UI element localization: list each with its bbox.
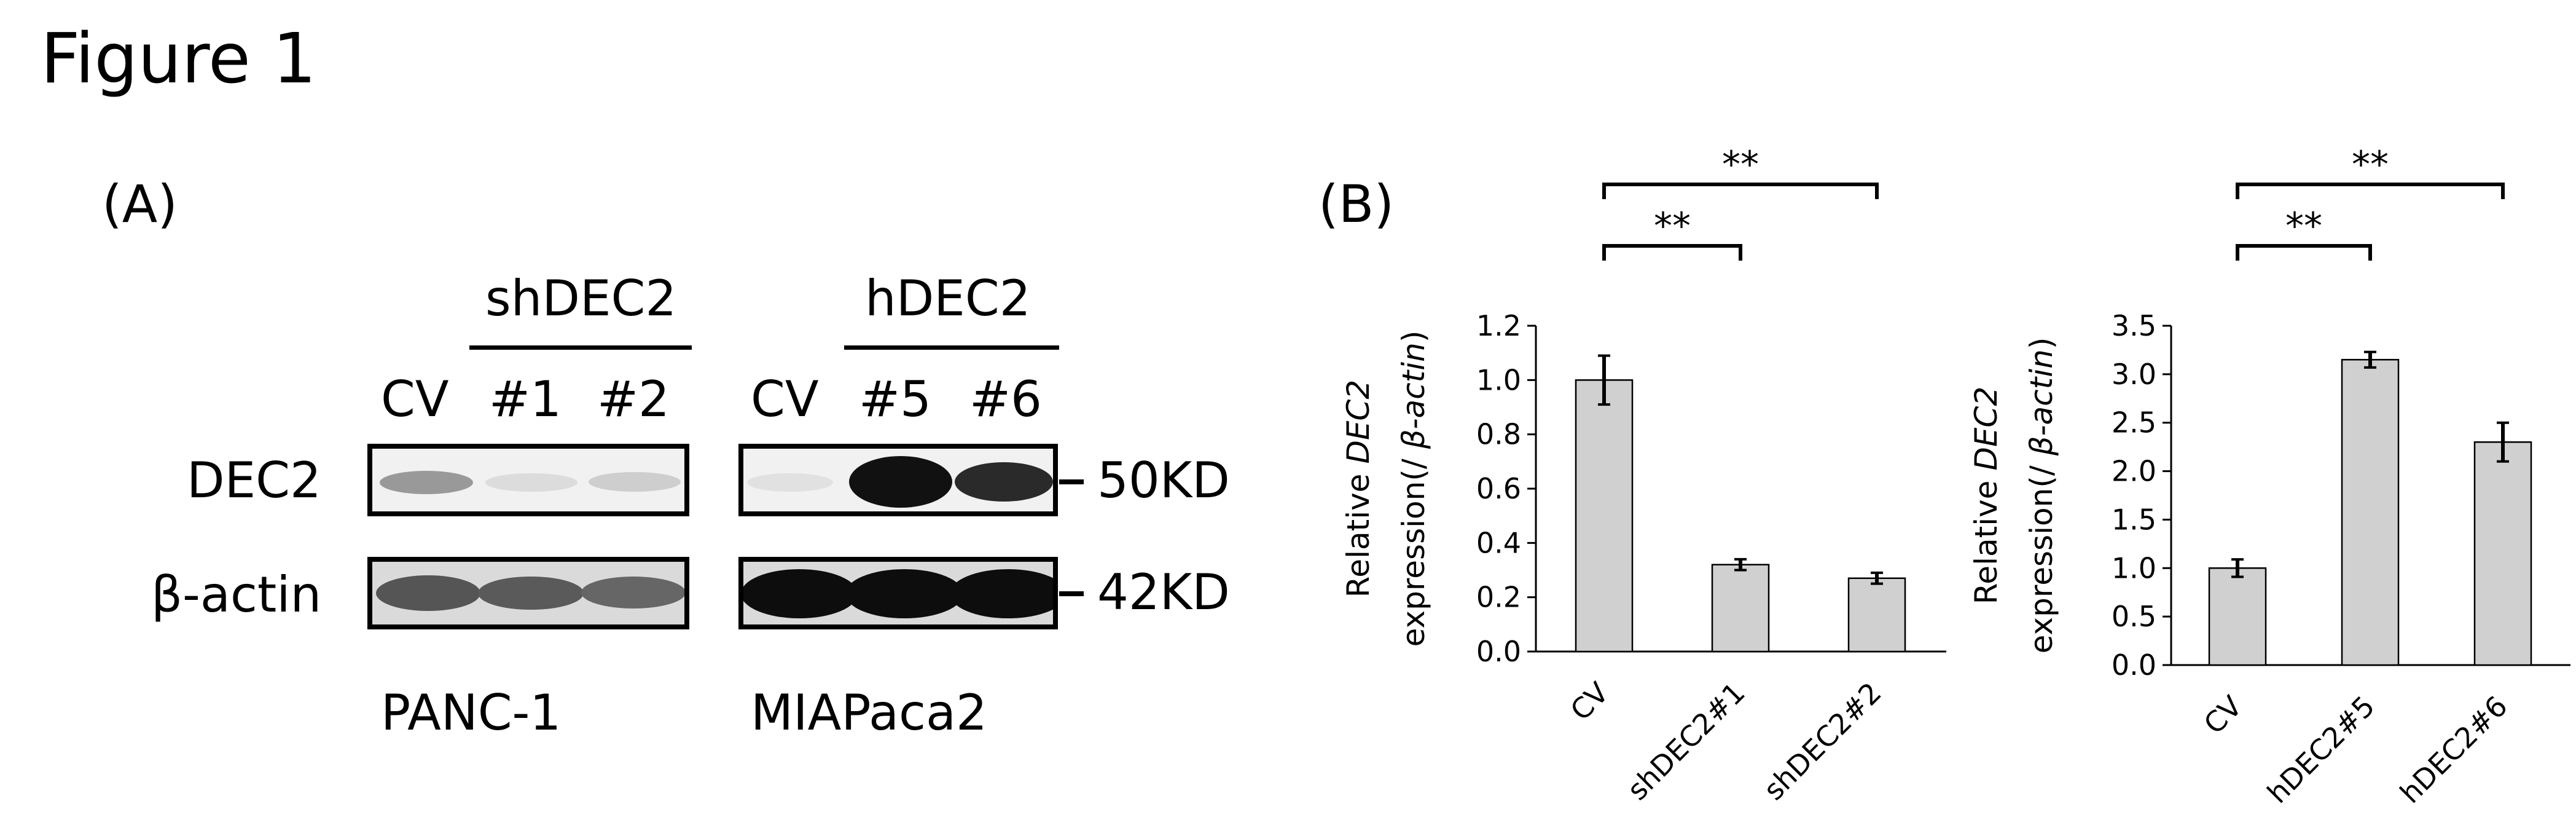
blot-band (380, 471, 473, 494)
blot-band (845, 569, 963, 618)
y-tick-label: 0.5 (2112, 600, 2156, 633)
y-axis-label-line2: expression(/ β-actin) (1396, 331, 1431, 647)
blot-band (581, 577, 684, 608)
blot-actin-miapaca2 (738, 557, 1058, 629)
treatment-label-right: hDEC2 (865, 270, 1031, 327)
significance-label: ** (1654, 205, 1691, 248)
blot-dec2-miapaca2 (738, 444, 1058, 516)
y-tick-label: 0.0 (1476, 635, 1521, 668)
blot-band (955, 462, 1053, 502)
marker-dash (1059, 479, 1084, 484)
y-tick-label: 2.5 (2112, 406, 2156, 439)
x-tick-label: shDEC2#1 (1621, 676, 1752, 807)
bar (1575, 379, 1634, 653)
y-tick-label: 3.5 (2112, 309, 2156, 342)
panel-b-label: (B) (1318, 174, 1395, 234)
x-tick-label: shDEC2#2 (1757, 676, 1888, 807)
bar (2341, 358, 2400, 666)
blot-actin-panc1 (367, 557, 689, 629)
lane-label: #1 (489, 371, 562, 428)
blot-band (950, 569, 1053, 618)
marker-50kd: 50KD (1097, 452, 1230, 509)
blot-dec2-panc1 (367, 444, 689, 516)
significance-bracket (1602, 183, 1879, 199)
blot-band (478, 577, 584, 610)
y-tick-label: 1.0 (1476, 363, 1521, 396)
y-tick-label: 0.4 (1476, 526, 1521, 559)
lane-label: #6 (969, 371, 1042, 428)
bar (1847, 577, 1906, 653)
y-tick-label: 0.6 (1476, 472, 1521, 505)
y-tick-label: 1.2 (1476, 309, 1521, 342)
lane-label: #5 (859, 371, 931, 428)
row-label-beta-actin: β-actin (151, 566, 322, 623)
row-label-dec2: DEC2 (187, 452, 321, 509)
lane-label: CV (381, 371, 449, 428)
treatment-label-left: shDEC2 (485, 270, 677, 327)
bar (1711, 564, 1770, 653)
marker-42kd: 42KD (1097, 564, 1230, 621)
cell-line-miapaca2: MIAPaca2 (751, 684, 987, 741)
lane-label: #2 (597, 371, 670, 428)
treatment-line-right (844, 345, 1059, 350)
y-tick-label: 2.0 (2112, 455, 2156, 488)
blot-band (747, 473, 833, 492)
y-tick-label: 1.0 (2112, 551, 2156, 585)
blot-band (376, 575, 480, 611)
y-tick-label: 1.5 (2112, 503, 2156, 536)
y-axis-label: Relative DEC2 (1341, 380, 1376, 597)
treatment-line-left (469, 345, 692, 350)
y-tick-label: 0.0 (2112, 648, 2156, 682)
figure-title: Figure 1 (41, 19, 316, 99)
significance-bracket (2236, 244, 2372, 261)
cell-line-panc1: PANC-1 (381, 684, 562, 741)
x-tick-label: hDEC2#6 (2394, 690, 2514, 810)
marker-dash (1059, 591, 1084, 596)
significance-label: ** (1722, 143, 1759, 186)
y-tick-label: 3.0 (2112, 358, 2156, 391)
blot-band (743, 569, 858, 618)
y-tick-label: 0.8 (1476, 418, 1521, 451)
y-axis-label-line2: expression(/ β-actin) (2024, 337, 2059, 654)
significance-label: ** (2285, 205, 2322, 248)
x-tick-label: CV (1564, 675, 1616, 727)
x-tick-label: CV (2198, 689, 2249, 741)
y-axis-label: Relative DEC2 (1968, 387, 2004, 604)
blot-band (849, 456, 952, 508)
blot-band (485, 473, 577, 492)
blot-band (589, 472, 681, 492)
bar (2208, 567, 2267, 666)
y-tick-label: 0.2 (1476, 581, 1521, 614)
lane-label: CV (751, 371, 819, 428)
panel-a-label: (A) (102, 174, 178, 234)
bar (2473, 441, 2532, 666)
x-tick-label: hDEC2#5 (2261, 690, 2381, 810)
significance-bracket (1602, 244, 1742, 261)
significance-label: ** (2352, 143, 2389, 186)
significance-bracket (2236, 183, 2505, 199)
